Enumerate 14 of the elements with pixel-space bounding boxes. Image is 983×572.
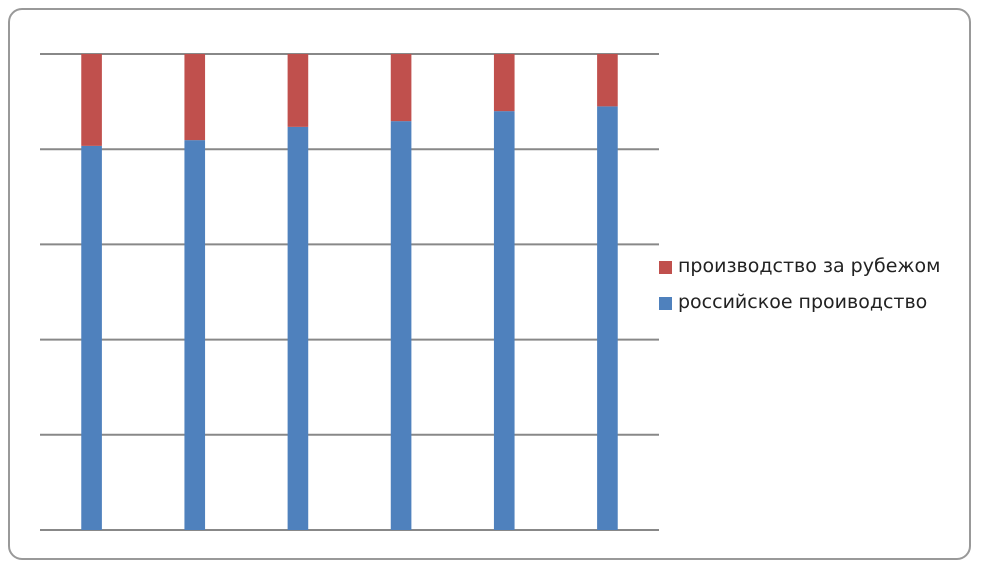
bar [288,126,308,530]
legend-label: производство за рубежом [678,255,940,277]
bar [288,54,308,127]
legend-label: российское проиводство [678,291,928,313]
bar [494,54,515,112]
bar [597,54,618,106]
bar [81,54,102,146]
bar [390,54,412,122]
bar [184,54,206,140]
bar [184,140,206,530]
bar [494,111,515,530]
bar [390,121,412,530]
bar [81,146,102,530]
bar [597,106,618,530]
